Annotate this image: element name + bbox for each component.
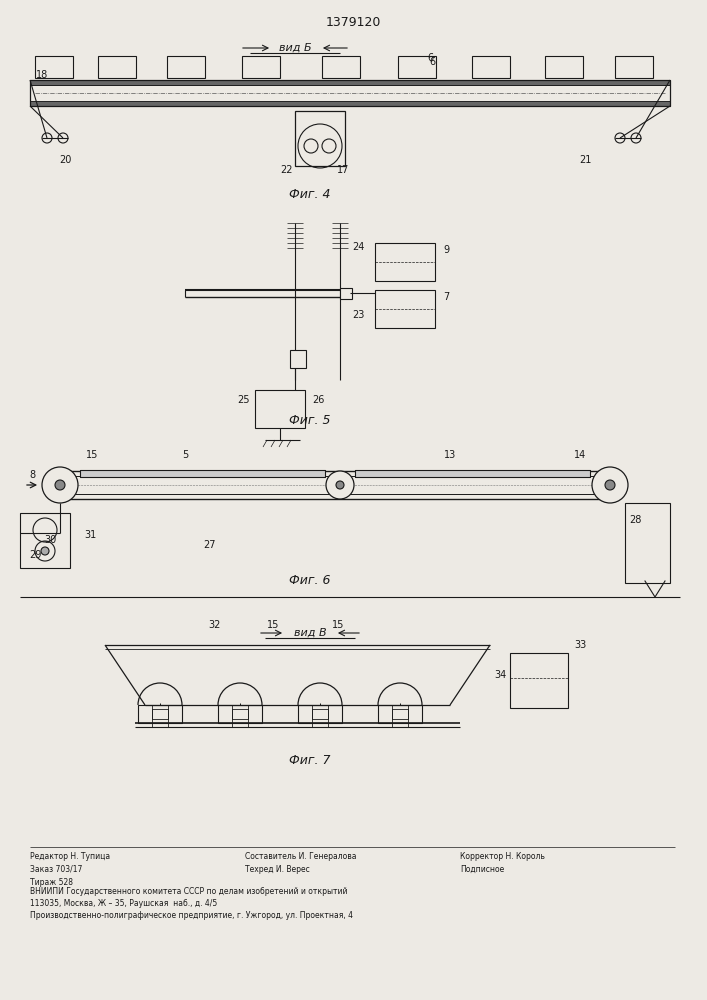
Text: 15: 15 bbox=[267, 620, 279, 630]
Text: 30: 30 bbox=[44, 535, 56, 545]
Text: 32: 32 bbox=[209, 620, 221, 630]
Circle shape bbox=[41, 547, 49, 555]
Text: 31: 31 bbox=[84, 530, 96, 540]
Bar bbox=[30, 101, 670, 106]
Bar bbox=[30, 80, 670, 85]
Text: 6: 6 bbox=[427, 53, 433, 63]
Text: 28: 28 bbox=[629, 515, 641, 525]
Text: Фиг. 5: Фиг. 5 bbox=[289, 414, 331, 426]
Text: 13: 13 bbox=[444, 450, 456, 460]
Text: Фиг. 4: Фиг. 4 bbox=[289, 188, 331, 202]
Bar bbox=[398, 56, 436, 78]
Bar bbox=[30, 80, 670, 106]
Bar bbox=[510, 653, 568, 708]
Text: 1379120: 1379120 bbox=[325, 15, 380, 28]
Text: 17: 17 bbox=[337, 165, 349, 175]
Text: 15: 15 bbox=[332, 620, 344, 630]
Circle shape bbox=[592, 467, 628, 503]
Bar bbox=[615, 56, 653, 78]
Bar bbox=[98, 56, 136, 78]
Bar bbox=[378, 705, 422, 723]
Bar bbox=[30, 85, 670, 101]
Text: 20: 20 bbox=[59, 155, 71, 165]
Circle shape bbox=[55, 480, 65, 490]
Circle shape bbox=[605, 480, 615, 490]
Bar bbox=[355, 470, 590, 477]
Bar bbox=[152, 709, 168, 719]
Bar bbox=[322, 56, 360, 78]
Text: Корректор Н. Король: Корректор Н. Король bbox=[460, 852, 545, 861]
Bar bbox=[35, 56, 73, 78]
Text: 6: 6 bbox=[429, 57, 435, 67]
Text: 23: 23 bbox=[352, 310, 364, 320]
Bar bbox=[472, 56, 510, 78]
Text: Фиг. 7: Фиг. 7 bbox=[289, 754, 331, 766]
Bar bbox=[295, 111, 345, 166]
Text: Редактор Н. Тупица: Редактор Н. Тупица bbox=[30, 852, 110, 861]
Text: 34: 34 bbox=[494, 670, 506, 680]
Bar bbox=[355, 470, 590, 477]
Text: 8: 8 bbox=[29, 470, 35, 480]
Bar bbox=[375, 290, 435, 328]
Text: 5: 5 bbox=[182, 450, 188, 460]
Text: 33: 33 bbox=[574, 640, 586, 650]
Bar bbox=[298, 705, 342, 723]
Bar bbox=[20, 513, 70, 568]
Text: Техред И. Верес: Техред И. Верес bbox=[245, 865, 310, 874]
Text: вид В: вид В bbox=[293, 628, 327, 638]
Text: 15: 15 bbox=[86, 450, 98, 460]
Bar bbox=[167, 56, 205, 78]
Text: 27: 27 bbox=[204, 540, 216, 550]
Bar bbox=[138, 705, 182, 723]
Text: 9: 9 bbox=[443, 245, 449, 255]
Text: Заказ 703/17: Заказ 703/17 bbox=[30, 865, 83, 874]
Bar bbox=[340, 288, 352, 299]
Text: Составитель И. Генералова: Составитель И. Генералова bbox=[245, 852, 356, 861]
Bar bbox=[80, 470, 325, 477]
Text: Тираж 528: Тираж 528 bbox=[30, 878, 73, 887]
Text: 113035, Москва, Ж – 35, Раушская  наб., д. 4/5: 113035, Москва, Ж – 35, Раушская наб., д… bbox=[30, 899, 217, 908]
Text: 26: 26 bbox=[312, 395, 325, 405]
Text: 24: 24 bbox=[352, 242, 364, 252]
Text: 7: 7 bbox=[443, 292, 449, 302]
Bar bbox=[312, 709, 328, 719]
Text: Подписное: Подписное bbox=[460, 865, 504, 874]
Text: 29: 29 bbox=[29, 550, 41, 560]
Text: 14: 14 bbox=[574, 450, 586, 460]
Bar bbox=[545, 56, 583, 78]
Bar bbox=[392, 709, 408, 719]
Circle shape bbox=[336, 481, 344, 489]
Bar bbox=[290, 350, 306, 368]
Text: Фиг. 6: Фиг. 6 bbox=[289, 574, 331, 586]
Bar bbox=[80, 470, 325, 477]
Bar bbox=[242, 56, 280, 78]
Text: вид Б: вид Б bbox=[279, 43, 311, 53]
Bar bbox=[625, 503, 670, 583]
Text: ВНИИПИ Государственного комитета СССР по делам изобретений и открытий: ВНИИПИ Государственного комитета СССР по… bbox=[30, 887, 348, 896]
Text: Производственно-полиграфическое предприятие, г. Ужгород, ул. Проектная, 4: Производственно-полиграфическое предприя… bbox=[30, 911, 353, 920]
Bar bbox=[232, 709, 248, 719]
Circle shape bbox=[42, 467, 78, 503]
Text: 25: 25 bbox=[238, 395, 250, 405]
Text: 21: 21 bbox=[579, 155, 591, 165]
Text: 18: 18 bbox=[36, 70, 48, 80]
Bar bbox=[375, 243, 435, 281]
Circle shape bbox=[326, 471, 354, 499]
Text: 22: 22 bbox=[281, 165, 293, 175]
Bar bbox=[255, 390, 305, 428]
Bar bbox=[218, 705, 262, 723]
